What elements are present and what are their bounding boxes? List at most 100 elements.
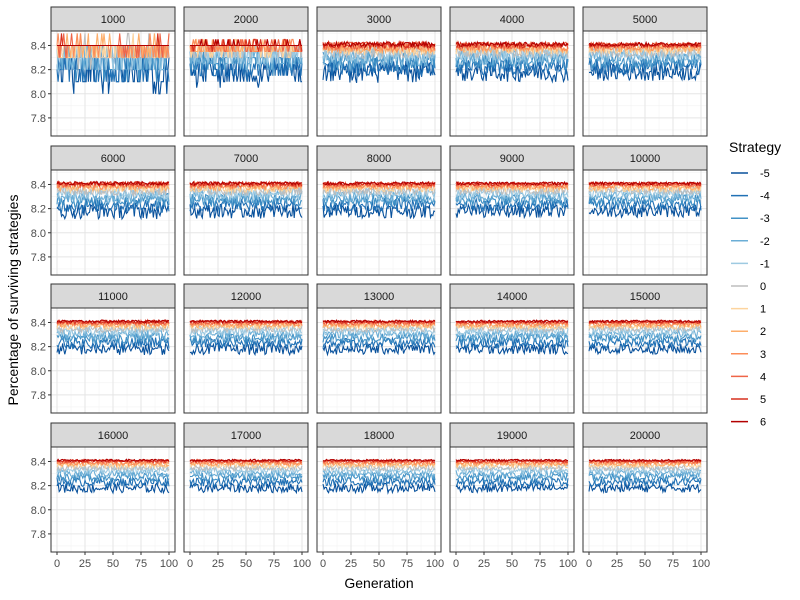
series-line-3 (189, 458, 303, 467)
legend-label: -5 (760, 168, 770, 180)
facet-strip-label: 12000 (231, 291, 262, 303)
series-group (56, 458, 170, 495)
y-tick-label: 8.2 (31, 65, 46, 77)
facet-strip-label: 20000 (630, 430, 661, 442)
series-line-5 (189, 180, 303, 188)
y-tick-label: 7.8 (31, 252, 46, 264)
facet-panel: 2000 (183, 6, 309, 137)
series-line--2 (322, 468, 436, 479)
y-tick-label: 8.0 (31, 505, 46, 517)
series-line--3 (455, 51, 569, 71)
facet-strip (183, 145, 309, 171)
series-line--1 (455, 187, 569, 200)
facet-panel: 10000 (582, 145, 708, 276)
series-line-3 (455, 459, 569, 467)
x-tick-label: 50 (240, 558, 252, 570)
series-group (322, 318, 436, 357)
series-line--4 (189, 476, 303, 489)
facet-panel: 13000 (316, 283, 442, 414)
series-line--1 (322, 325, 436, 337)
legend-label: 5 (760, 394, 766, 406)
facet-strip-label: 11000 (98, 291, 128, 303)
series-group (588, 40, 702, 82)
panel-border (50, 169, 176, 276)
facet-strip (316, 6, 442, 32)
series-line-6 (189, 458, 303, 463)
facet-strip-label: 19000 (497, 430, 528, 442)
facet-strip-label: 9000 (500, 153, 524, 165)
x-tick-label: 75 (268, 558, 280, 570)
series-line-4 (322, 180, 436, 189)
series-group (455, 180, 569, 220)
y-tick-label: 8.4 (31, 317, 46, 329)
y-tick-label: 8.4 (31, 179, 46, 191)
legend-item: -3 (731, 213, 770, 225)
x-tick-label: 0 (187, 558, 193, 570)
x-tick-label: 50 (506, 558, 518, 570)
series-line--5 (455, 61, 569, 84)
series-group (189, 458, 303, 495)
series-line--5 (322, 202, 436, 220)
facet-strip (449, 6, 575, 32)
series-line-6 (588, 181, 702, 186)
facet-strip (582, 422, 708, 448)
x-tick-label: 25 (478, 558, 490, 570)
x-tick-label: 75 (667, 558, 679, 570)
series-line-6 (189, 319, 302, 324)
series-line--5 (56, 341, 170, 356)
series-line-6 (588, 40, 702, 48)
facet-strip (50, 145, 176, 171)
panel-border (50, 30, 176, 137)
series-line--2 (588, 467, 702, 479)
series-group (322, 39, 436, 84)
x-tick-label: 100 (559, 558, 577, 570)
legend-item: 3 (731, 349, 766, 361)
series-line--1 (588, 186, 702, 199)
facet-panel: 12000 (183, 283, 309, 414)
facet-strip-label: 14000 (497, 291, 528, 303)
x-tick-label: 25 (212, 558, 224, 570)
series-line-0 (322, 462, 436, 473)
panel-border (582, 307, 708, 414)
y-tick-label: 8.4 (31, 456, 46, 468)
series-line-1 (56, 182, 170, 195)
x-tick-label: 25 (79, 558, 91, 570)
facet-strip-label: 16000 (98, 430, 129, 442)
series-group (189, 319, 303, 357)
x-tick-label: 0 (586, 558, 592, 570)
x-tick-label: 0 (54, 558, 60, 570)
series-line--5 (56, 481, 170, 495)
facet-strip-label: 13000 (364, 291, 395, 303)
facet-strip (449, 422, 575, 448)
series-line-0 (189, 184, 303, 197)
series-line-6 (455, 40, 569, 48)
facet-strip (582, 145, 708, 171)
series-group (56, 318, 170, 356)
legend-label: 0 (760, 281, 766, 293)
facet-panel: 14000 (449, 283, 575, 414)
panel-border (449, 169, 575, 276)
facet-panel: 6000 7.8 8.0 8.2 8.4 (31, 145, 176, 276)
panel-border (582, 30, 708, 137)
series-group (56, 179, 170, 221)
legend-item: 1 (731, 304, 766, 316)
x-tick-label: 0 (453, 558, 459, 570)
series-line--1 (56, 44, 170, 71)
series-line--5 (588, 62, 702, 82)
series-line--3 (189, 192, 303, 209)
series-line--4 (455, 336, 569, 350)
legend-item: 2 (731, 326, 766, 338)
series-line--4 (56, 197, 170, 214)
facet-panel: 8000 (316, 145, 442, 276)
series-line--1 (588, 465, 702, 475)
x-tick-label: 100 (293, 558, 311, 570)
panel-border (183, 169, 309, 276)
panel-border (183, 30, 309, 137)
x-tick-label: 75 (401, 558, 413, 570)
series-line--1 (189, 464, 303, 475)
y-tick-label: 7.8 (31, 390, 46, 402)
series-line--3 (56, 471, 170, 484)
series-line--4 (588, 337, 702, 350)
series-line-5 (56, 180, 170, 188)
y-tick-label: 7.8 (31, 113, 46, 125)
